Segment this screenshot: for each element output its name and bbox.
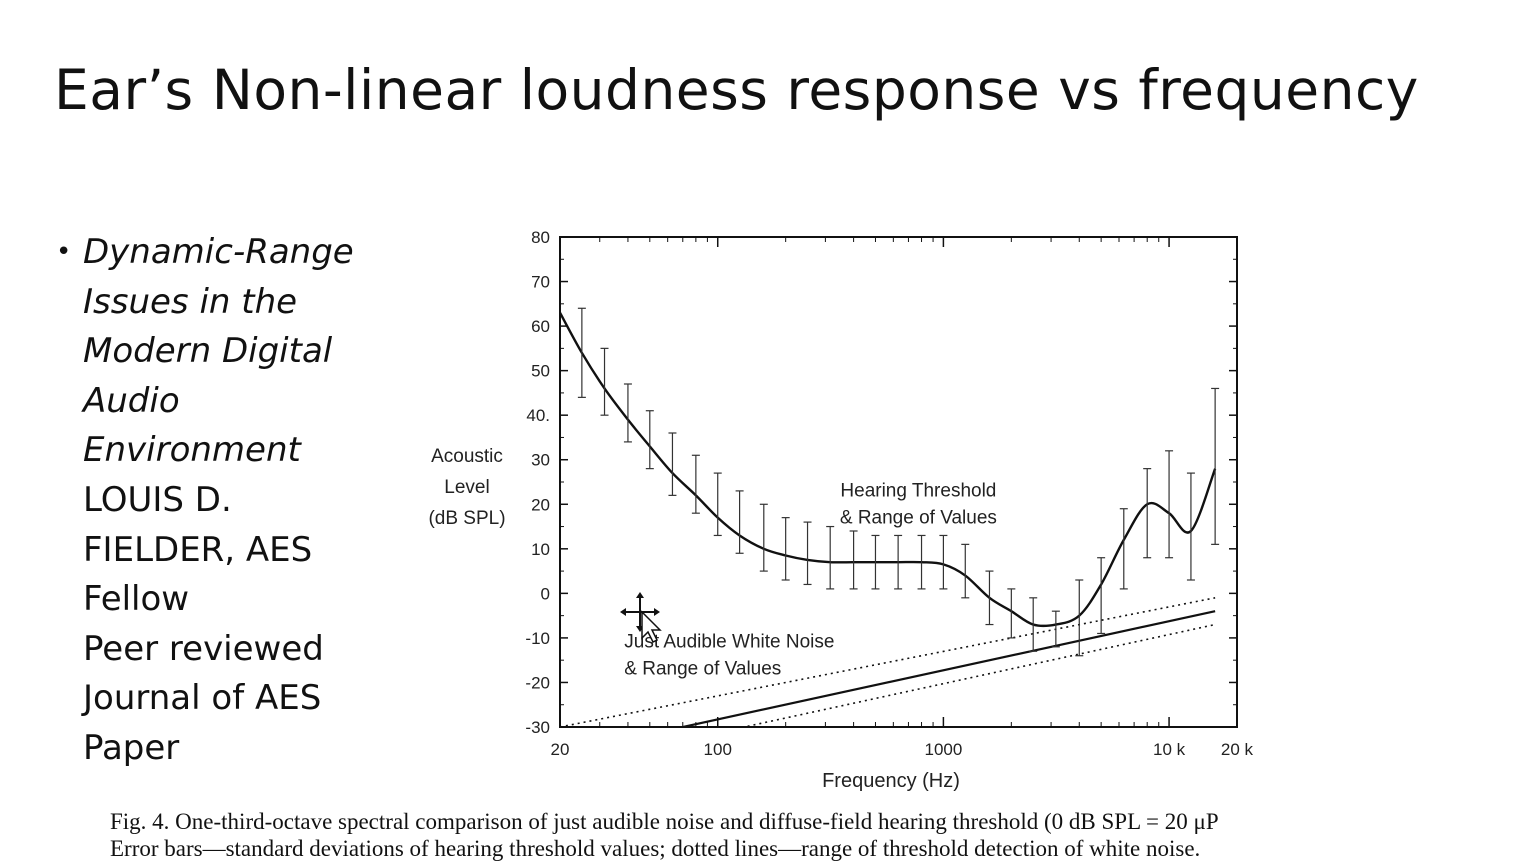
x-tick-label: 20 k — [1221, 740, 1254, 759]
white-noise-lower-range-line — [740, 623, 1216, 727]
y-tick-label: 0 — [541, 584, 550, 603]
publication-line: Peer reviewed — [83, 628, 324, 669]
y-tick-label: 40. — [526, 406, 550, 425]
x-tick-label: 1000 — [924, 740, 962, 759]
y-tick-label: 60 — [531, 317, 550, 336]
paper-title-line: Audio — [83, 380, 180, 421]
y-axis-label: Acoustic Level (dB SPL) — [428, 446, 505, 529]
x-axis-label: Frequency (Hz) — [822, 770, 960, 792]
y-axis-label-line: Acoustic — [431, 446, 503, 467]
y-tick-label: 70 — [531, 273, 550, 292]
publication-line: Journal of AES — [83, 678, 322, 719]
publication-line: Paper — [83, 727, 180, 768]
y-tick-label: -20 — [525, 673, 550, 692]
paper-title-line: Dynamic-Range — [83, 232, 354, 272]
author-line: Fellow — [83, 579, 190, 620]
caption-line-1: Fig. 4. One-third-octave spectral compar… — [110, 809, 1219, 834]
hearing-threshold-line — [560, 312, 1217, 628]
x-tick-label: 100 — [704, 740, 732, 759]
paper-title-line: Issues in the — [83, 281, 298, 322]
bullet-dot: • — [56, 237, 72, 267]
author-line: LOUIS D. — [83, 479, 232, 520]
move-cursor-icon — [620, 592, 664, 644]
slide-title: Ear’s Non-linear loudness response vs fr… — [54, 58, 1419, 122]
y-tick-label: 10 — [531, 540, 550, 559]
chart-annotation: & Range of Values — [840, 507, 997, 528]
chart-annotation: Just Audible White Noise — [624, 632, 834, 653]
white-noise-threshold-line — [677, 610, 1216, 727]
y-tick-label: 80 — [531, 228, 550, 247]
paper-title-line: Modern Digital — [83, 331, 333, 372]
x-tick-label: 20 — [551, 740, 570, 759]
y-tick-label: 50 — [531, 362, 550, 381]
bullet-list: • Dynamic-Range Issues in the Modern Dig… — [56, 228, 396, 774]
y-axis-label-line: (dB SPL) — [428, 508, 505, 529]
chart-annotation: & Range of Values — [624, 659, 781, 680]
y-tick-label: 30 — [531, 451, 550, 470]
y-tick-label: -10 — [525, 629, 550, 648]
chart-annotation: Hearing Threshold — [840, 480, 996, 501]
figure-caption: Fig. 4. One-third-octave spectral compar… — [110, 808, 1535, 862]
y-tick-label: 20 — [531, 495, 550, 514]
author-line: FIELDER, AES — [83, 529, 313, 570]
caption-line-2: Error bars—standard deviations of hearin… — [110, 836, 1201, 861]
paper-title-line: Environment — [83, 430, 301, 471]
x-tick-label: 10 k — [1153, 740, 1186, 759]
y-axis-label-line: Level — [444, 477, 489, 498]
y-tick-label: -30 — [525, 718, 550, 737]
bullet-reference: Dynamic-Range Issues in the Modern Digit… — [83, 228, 396, 774]
